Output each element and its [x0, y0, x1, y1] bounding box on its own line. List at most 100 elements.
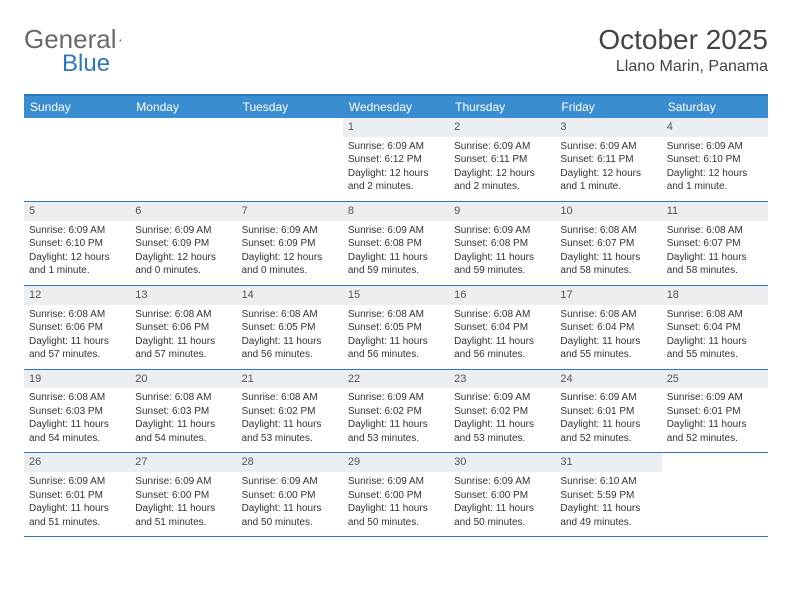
day-line: Daylight: 11 hours and 56 minutes.: [242, 335, 338, 362]
day-line: Sunrise: 6:08 AM: [667, 308, 763, 322]
logo-sail-icon: [119, 32, 122, 48]
day-line: Daylight: 11 hours and 58 minutes.: [667, 251, 763, 278]
day-cell: 20Sunrise: 6:08 AMSunset: 6:03 PMDayligh…: [130, 370, 236, 453]
calendar: Sunday Monday Tuesday Wednesday Thursday…: [24, 94, 768, 537]
day-body: Sunrise: 6:09 AMSunset: 6:10 PMDaylight:…: [662, 137, 768, 201]
day-line: Sunset: 6:02 PM: [348, 405, 444, 419]
day-cell: 10Sunrise: 6:08 AMSunset: 6:07 PMDayligh…: [555, 202, 661, 285]
day-cell: 30Sunrise: 6:09 AMSunset: 6:00 PMDayligh…: [449, 453, 555, 536]
day-body: Sunrise: 6:08 AMSunset: 6:05 PMDaylight:…: [237, 305, 343, 369]
day-body: Sunrise: 6:08 AMSunset: 6:06 PMDaylight:…: [24, 305, 130, 369]
day-line: Sunrise: 6:09 AM: [29, 224, 125, 238]
day-line: Sunset: 6:03 PM: [135, 405, 231, 419]
day-line: Daylight: 11 hours and 55 minutes.: [667, 335, 763, 362]
day-number: 25: [662, 370, 768, 389]
day-body: Sunrise: 6:09 AMSunset: 6:09 PMDaylight:…: [130, 221, 236, 285]
day-cell: 29Sunrise: 6:09 AMSunset: 6:00 PMDayligh…: [343, 453, 449, 536]
day-body: Sunrise: 6:08 AMSunset: 6:02 PMDaylight:…: [237, 388, 343, 452]
day-line: Daylight: 12 hours and 2 minutes.: [348, 167, 444, 194]
day-body: Sunrise: 6:09 AMSunset: 6:11 PMDaylight:…: [449, 137, 555, 201]
day-body: Sunrise: 6:08 AMSunset: 6:07 PMDaylight:…: [555, 221, 661, 285]
day-number: 11: [662, 202, 768, 221]
day-line: Sunrise: 6:09 AM: [242, 224, 338, 238]
day-number: 9: [449, 202, 555, 221]
day-cell: 2Sunrise: 6:09 AMSunset: 6:11 PMDaylight…: [449, 118, 555, 201]
day-body: Sunrise: 6:08 AMSunset: 6:04 PMDaylight:…: [449, 305, 555, 369]
day-number: 6: [130, 202, 236, 221]
week-row: 1Sunrise: 6:09 AMSunset: 6:12 PMDaylight…: [24, 118, 768, 202]
logo-text-2: Blue: [62, 50, 110, 78]
day-line: Sunrise: 6:08 AM: [242, 308, 338, 322]
day-number: 16: [449, 286, 555, 305]
place-title: Llano Marin, Panama: [598, 58, 768, 76]
day-body: Sunrise: 6:09 AMSunset: 6:12 PMDaylight:…: [343, 137, 449, 201]
week-row: 5Sunrise: 6:09 AMSunset: 6:10 PMDaylight…: [24, 202, 768, 286]
day-line: Sunset: 6:02 PM: [242, 405, 338, 419]
day-line: Daylight: 11 hours and 52 minutes.: [667, 418, 763, 445]
day-line: Sunset: 6:11 PM: [454, 153, 550, 167]
day-line: Sunrise: 6:09 AM: [242, 475, 338, 489]
day-line: Sunset: 6:02 PM: [454, 405, 550, 419]
day-line: Daylight: 11 hours and 50 minutes.: [348, 502, 444, 529]
day-number: 15: [343, 286, 449, 305]
day-line: Daylight: 11 hours and 54 minutes.: [135, 418, 231, 445]
day-body: Sunrise: 6:10 AMSunset: 5:59 PMDaylight:…: [555, 472, 661, 536]
day-line: Daylight: 11 hours and 55 minutes.: [560, 335, 656, 362]
day-line: Daylight: 11 hours and 50 minutes.: [242, 502, 338, 529]
day-header: Monday: [130, 96, 236, 118]
day-body: Sunrise: 6:08 AMSunset: 6:04 PMDaylight:…: [555, 305, 661, 369]
day-body: [24, 122, 130, 132]
day-header: Thursday: [449, 96, 555, 118]
day-body: Sunrise: 6:09 AMSunset: 6:01 PMDaylight:…: [24, 472, 130, 536]
day-body: Sunrise: 6:08 AMSunset: 6:07 PMDaylight:…: [662, 221, 768, 285]
day-number: 28: [237, 453, 343, 472]
day-number: 7: [237, 202, 343, 221]
day-line: Daylight: 11 hours and 51 minutes.: [135, 502, 231, 529]
day-cell: [24, 118, 130, 201]
day-cell: 16Sunrise: 6:08 AMSunset: 6:04 PMDayligh…: [449, 286, 555, 369]
day-line: Sunrise: 6:09 AM: [135, 224, 231, 238]
day-number: 30: [449, 453, 555, 472]
day-cell: 26Sunrise: 6:09 AMSunset: 6:01 PMDayligh…: [24, 453, 130, 536]
day-body: Sunrise: 6:09 AMSunset: 6:10 PMDaylight:…: [24, 221, 130, 285]
day-number: 20: [130, 370, 236, 389]
day-line: Daylight: 11 hours and 57 minutes.: [135, 335, 231, 362]
day-line: Daylight: 11 hours and 49 minutes.: [560, 502, 656, 529]
day-body: Sunrise: 6:09 AMSunset: 6:00 PMDaylight:…: [343, 472, 449, 536]
day-line: Daylight: 11 hours and 53 minutes.: [242, 418, 338, 445]
day-number: 14: [237, 286, 343, 305]
day-line: Sunset: 6:00 PM: [135, 489, 231, 503]
day-number: 24: [555, 370, 661, 389]
day-line: Daylight: 12 hours and 0 minutes.: [242, 251, 338, 278]
day-line: Sunset: 6:03 PM: [29, 405, 125, 419]
day-line: Sunrise: 6:09 AM: [29, 475, 125, 489]
day-line: Daylight: 11 hours and 50 minutes.: [454, 502, 550, 529]
day-header: Sunday: [24, 96, 130, 118]
day-line: Sunrise: 6:09 AM: [135, 475, 231, 489]
day-number: 17: [555, 286, 661, 305]
day-body: [130, 122, 236, 132]
day-body: Sunrise: 6:09 AMSunset: 6:01 PMDaylight:…: [662, 388, 768, 452]
day-cell: 5Sunrise: 6:09 AMSunset: 6:10 PMDaylight…: [24, 202, 130, 285]
day-number: 5: [24, 202, 130, 221]
day-number: 27: [130, 453, 236, 472]
day-line: Sunrise: 6:08 AM: [667, 224, 763, 238]
day-body: [237, 122, 343, 132]
day-line: Sunset: 6:08 PM: [348, 237, 444, 251]
week-row: 12Sunrise: 6:08 AMSunset: 6:06 PMDayligh…: [24, 286, 768, 370]
day-cell: [662, 453, 768, 536]
day-cell: 7Sunrise: 6:09 AMSunset: 6:09 PMDaylight…: [237, 202, 343, 285]
day-body: Sunrise: 6:09 AMSunset: 6:02 PMDaylight:…: [449, 388, 555, 452]
day-line: Sunset: 6:11 PM: [560, 153, 656, 167]
day-line: Sunset: 6:10 PM: [667, 153, 763, 167]
day-body: Sunrise: 6:09 AMSunset: 6:08 PMDaylight:…: [449, 221, 555, 285]
day-line: Sunrise: 6:09 AM: [560, 140, 656, 154]
day-cell: 14Sunrise: 6:08 AMSunset: 6:05 PMDayligh…: [237, 286, 343, 369]
day-number: 23: [449, 370, 555, 389]
day-line: Daylight: 12 hours and 1 minute.: [560, 167, 656, 194]
logo: General Blue: [24, 24, 139, 55]
day-line: Sunrise: 6:08 AM: [454, 308, 550, 322]
day-number: 10: [555, 202, 661, 221]
day-line: Daylight: 12 hours and 1 minute.: [667, 167, 763, 194]
day-line: Sunrise: 6:08 AM: [348, 308, 444, 322]
